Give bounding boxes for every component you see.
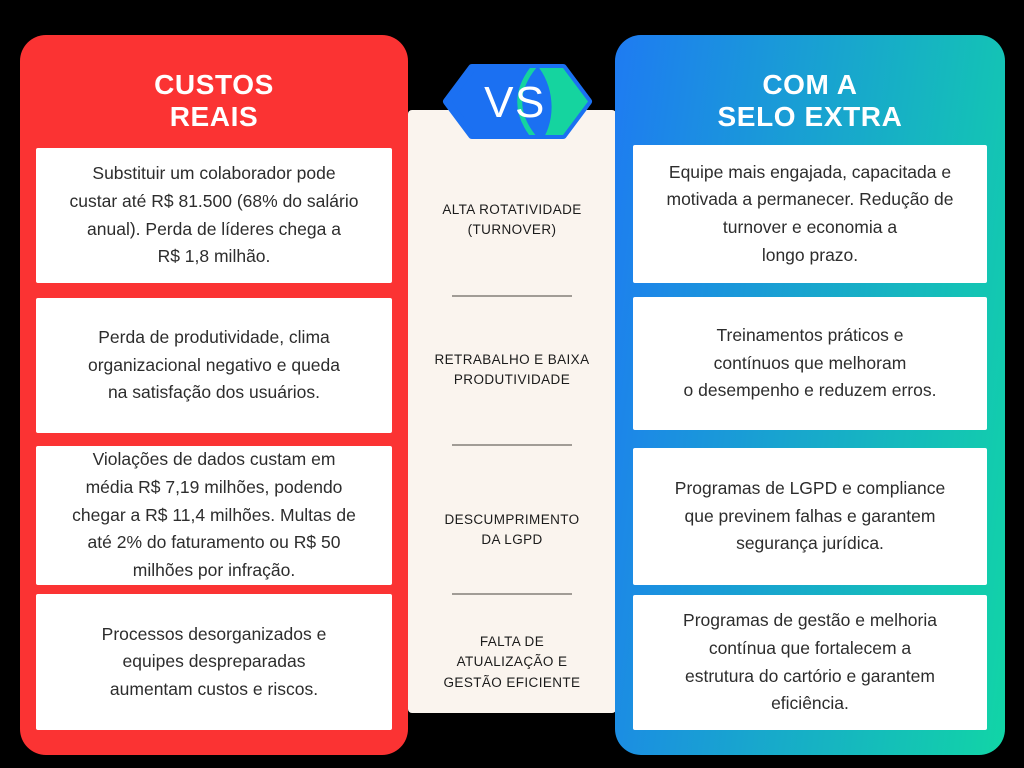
- cost-card-turnover: Substituir um colaborador pode custar at…: [36, 148, 392, 283]
- benefits-panel-title: COM A SELO EXTRA: [717, 69, 903, 133]
- cost-card-lgpd: Violações de dados custam em média R$ 7,…: [36, 446, 392, 585]
- benefits-panel: COM A SELO EXTRA Equipe mais engajada, c…: [615, 35, 1005, 755]
- benefit-card-turnover: Equipe mais engajada, capacitada e motiv…: [633, 145, 987, 283]
- category-label-turnover: ALTA ROTATIVIDADE (TURNOVER): [442, 202, 582, 238]
- benefit-card-lgpd: Programas de LGPD e compliance que previ…: [633, 448, 987, 585]
- costs-panel: CUSTOS REAIS Substituir um colaborador p…: [20, 35, 408, 755]
- divider: [452, 444, 572, 446]
- middle-category-panel: ALTA ROTATIVIDADE (TURNOVER) RETRABALHO …: [408, 110, 616, 713]
- vs-hexagon-icon: VS: [443, 64, 592, 139]
- divider: [452, 593, 572, 595]
- divider: [452, 295, 572, 297]
- benefit-card-gestao: Programas de gestão e melhoria contínua …: [633, 595, 987, 730]
- vs-label: VS: [484, 78, 546, 127]
- cost-card-produtividade: Perda de produtividade, clima organizaci…: [36, 298, 392, 433]
- category-label-lgpd: DESCUMPRIMENTO DA LGPD: [444, 512, 580, 548]
- cost-card-gestao: Processos desorganizados e equipes despr…: [36, 594, 392, 730]
- category-label-retrabalho: RETRABALHO E BAIXA PRODUTIVIDADE: [434, 352, 590, 388]
- category-label-gestao: FALTA DE ATUALIZAÇÃO E GESTÃO EFICIENTE: [443, 634, 581, 690]
- benefit-card-treinamentos: Treinamentos práticos e contínuos que me…: [633, 297, 987, 430]
- costs-panel-title: CUSTOS REAIS: [154, 69, 274, 133]
- vs-badge: VS: [442, 63, 593, 140]
